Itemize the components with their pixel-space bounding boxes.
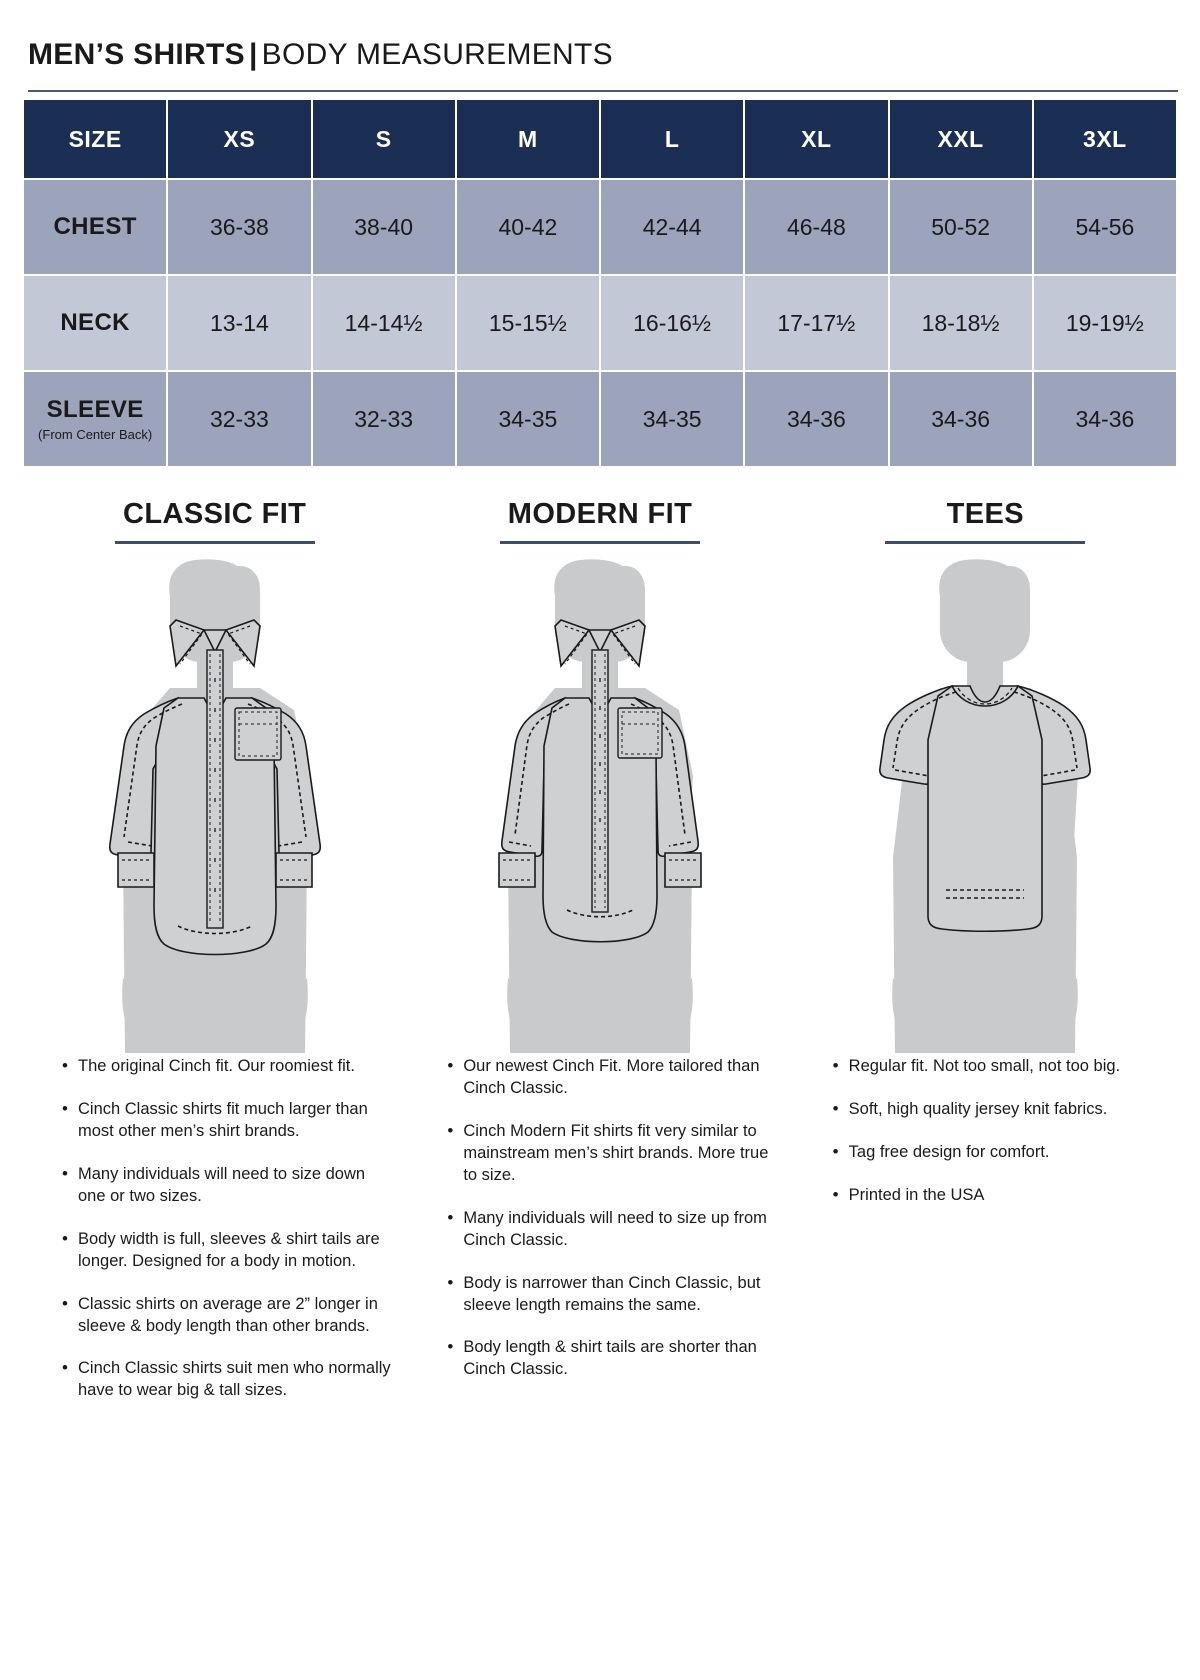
cell-neck-3xl: 19-19½ bbox=[1033, 276, 1176, 370]
modern-fit-illustration bbox=[421, 544, 778, 1053]
row-label-sleeve-note: (From Center Back) bbox=[38, 427, 153, 442]
list-item: The original Cinch fit. Our roomiest fit… bbox=[62, 1055, 393, 1078]
table-row-sleeve: SLEEVE (From Center Back) 32-33 32-33 34… bbox=[24, 372, 1176, 466]
cell-chest-xxl: 50-52 bbox=[889, 180, 1032, 274]
page-title: MEN’S SHIRTS | BODY MEASUREMENTS bbox=[28, 38, 1178, 72]
cell-chest-l: 42-44 bbox=[601, 180, 744, 274]
page-title-block: MEN’S SHIRTS | BODY MEASUREMENTS bbox=[22, 0, 1178, 92]
cell-chest-xl: 46-48 bbox=[745, 180, 888, 274]
classic-fit-illustration bbox=[36, 544, 393, 1053]
list-item: Regular fit. Not too small, not too big. bbox=[833, 1055, 1164, 1078]
column-header-xs: XS bbox=[168, 100, 311, 178]
cell-neck-xxl: 18-18½ bbox=[889, 276, 1032, 370]
list-item: Body is narrower than Cinch Classic, but… bbox=[447, 1272, 778, 1317]
column-header-size: SIZE bbox=[24, 100, 167, 178]
cell-sleeve-3xl: 34-36 bbox=[1033, 372, 1176, 466]
cell-neck-l: 16-16½ bbox=[601, 276, 744, 370]
cell-neck-s: 14-14½ bbox=[312, 276, 455, 370]
list-item: Cinch Classic shirts fit much larger tha… bbox=[62, 1098, 393, 1143]
tees-illustration bbox=[807, 544, 1164, 1053]
row-label-sleeve-text: SLEEVE bbox=[46, 396, 144, 423]
page-title-light: BODY MEASUREMENTS bbox=[261, 38, 613, 71]
fit-header-classic: CLASSIC FIT bbox=[36, 498, 393, 544]
row-label-neck: NECK bbox=[24, 276, 167, 370]
short-sleeve-tee-icon bbox=[879, 559, 1092, 1053]
long-sleeve-shirt-icon bbox=[108, 559, 321, 1053]
page-title-strong: MEN’S SHIRTS bbox=[28, 38, 245, 71]
column-header-l: L bbox=[601, 100, 744, 178]
cell-neck-m: 15-15½ bbox=[456, 276, 599, 370]
long-sleeve-shirt-icon bbox=[498, 559, 702, 1053]
list-item: Many individuals will need to size down … bbox=[62, 1163, 393, 1208]
cell-sleeve-xxl: 34-36 bbox=[889, 372, 1032, 466]
cell-chest-s: 38-40 bbox=[312, 180, 455, 274]
list-item: Classic shirts on average are 2” longer … bbox=[62, 1293, 393, 1338]
fit-column-classic: CLASSIC FIT bbox=[22, 498, 407, 1423]
cell-sleeve-xs: 32-33 bbox=[168, 372, 311, 466]
body-measurements-table: SIZE XS S M L XL XXL 3XL CHEST 36-38 38-… bbox=[22, 98, 1178, 468]
cell-chest-m: 40-42 bbox=[456, 180, 599, 274]
cell-sleeve-xl: 34-36 bbox=[745, 372, 888, 466]
list-item: Soft, high quality jersey knit fabrics. bbox=[833, 1098, 1164, 1121]
fit-column-tees: TEES bbox=[793, 498, 1178, 1423]
modern-fit-bullets: Our newest Cinch Fit. More tailored than… bbox=[421, 1055, 778, 1381]
cell-chest-xs: 36-38 bbox=[168, 180, 311, 274]
fit-title-divider-classic bbox=[114, 541, 315, 544]
fit-title-classic: CLASSIC FIT bbox=[123, 498, 307, 530]
cell-neck-xs: 13-14 bbox=[168, 276, 311, 370]
tees-bullets: Regular fit. Not too small, not too big.… bbox=[807, 1055, 1164, 1207]
list-item: Cinch Modern Fit shirts fit very similar… bbox=[447, 1120, 778, 1187]
fit-header-tees: TEES bbox=[807, 498, 1164, 544]
column-header-s: S bbox=[312, 100, 455, 178]
fit-columns: CLASSIC FIT bbox=[22, 498, 1178, 1423]
cell-sleeve-m: 34-35 bbox=[456, 372, 599, 466]
table-row-chest: CHEST 36-38 38-40 40-42 42-44 46-48 50-5… bbox=[24, 180, 1176, 274]
list-item: Body width is full, sleeves & shirt tail… bbox=[62, 1228, 393, 1273]
fit-title-modern: MODERN FIT bbox=[507, 498, 693, 530]
table-header-row: SIZE XS S M L XL XXL 3XL bbox=[24, 100, 1176, 178]
column-header-m: M bbox=[456, 100, 599, 178]
fit-title-tees: TEES bbox=[946, 498, 1024, 530]
list-item: Printed in the USA bbox=[833, 1184, 1164, 1207]
cell-sleeve-s: 32-33 bbox=[312, 372, 455, 466]
list-item: Many individuals will need to size up fr… bbox=[447, 1207, 778, 1252]
cell-neck-xl: 17-17½ bbox=[745, 276, 888, 370]
fit-title-divider-tees bbox=[885, 541, 1086, 544]
page-title-separator: | bbox=[248, 38, 258, 71]
classic-fit-bullets: The original Cinch fit. Our roomiest fit… bbox=[36, 1055, 393, 1402]
row-label-chest: CHEST bbox=[24, 180, 167, 274]
table-row-neck: NECK 13-14 14-14½ 15-15½ 16-16½ 17-17½ 1… bbox=[24, 276, 1176, 370]
cell-chest-3xl: 54-56 bbox=[1033, 180, 1176, 274]
fit-header-modern: MODERN FIT bbox=[421, 498, 778, 544]
column-header-xxl: XXL bbox=[889, 100, 1032, 178]
column-header-xl: XL bbox=[745, 100, 888, 178]
list-item: Cinch Classic shirts suit men who normal… bbox=[62, 1357, 393, 1402]
fit-column-modern: MODERN FIT bbox=[407, 498, 792, 1423]
cell-sleeve-l: 34-35 bbox=[601, 372, 744, 466]
list-item: Body length & shirt tails are shorter th… bbox=[447, 1336, 778, 1381]
fit-title-divider-modern bbox=[499, 541, 700, 544]
column-header-3xl: 3XL bbox=[1033, 100, 1176, 178]
title-divider bbox=[28, 90, 1178, 92]
row-label-sleeve: SLEEVE (From Center Back) bbox=[24, 372, 167, 466]
list-item: Our newest Cinch Fit. More tailored than… bbox=[447, 1055, 778, 1100]
list-item: Tag free design for comfort. bbox=[833, 1141, 1164, 1164]
